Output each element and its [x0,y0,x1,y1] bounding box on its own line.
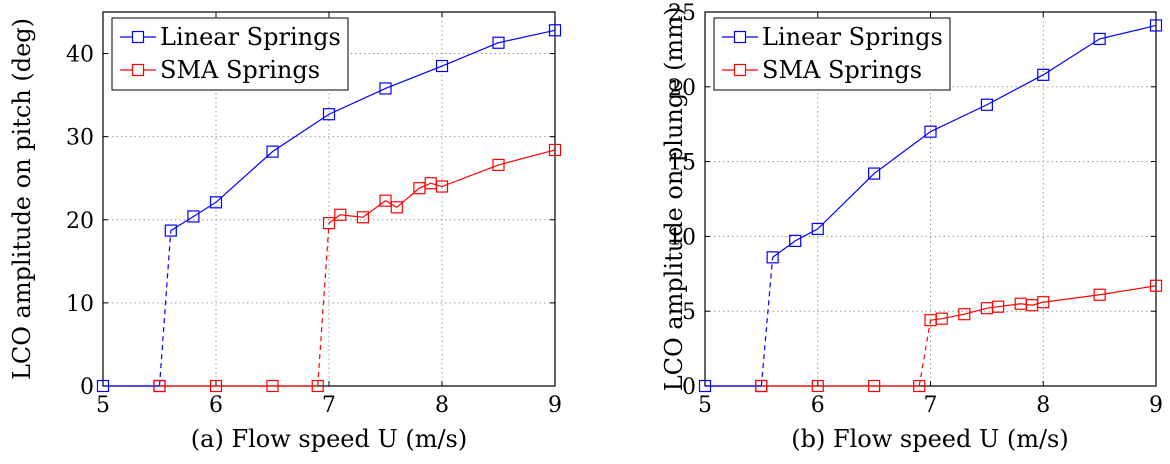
legend-marker [131,30,145,44]
data-point-marker [766,251,779,264]
data-point-marker [1037,296,1050,309]
data-point-marker [548,24,562,37]
y-tick-label: 30 [66,126,94,151]
data-point-marker [153,379,166,393]
x-tick-label: 7 [322,393,336,418]
data-point-marker [435,59,449,73]
data-point-marker [698,379,712,393]
data-point-marker [209,196,223,209]
data-point-marker [1037,68,1050,81]
data-point-marker [1149,279,1163,292]
x-tick-label: 8 [435,393,449,418]
data-point-marker [811,222,824,236]
legend-box [713,17,951,91]
legend: Linear Springs SMA Springs [713,17,951,91]
series-line-jump [317,223,330,387]
y-axis-label: LCO amplitude on pitch (deg) [8,18,36,380]
data-point-marker [334,208,347,221]
x-tick-label: 7 [924,393,938,418]
y-tick-label: 40 [66,43,94,68]
data-point-marker [492,36,505,49]
x-axis-label: (b) Flow speed U (m/s) [791,425,1069,453]
x-tick-label: 9 [548,393,562,418]
series-line-jump [158,230,172,387]
y-axis-label: LCO amplitude on plunge (mm) [660,7,688,392]
y-tick-label: 25 [668,1,696,26]
data-point-marker [1014,297,1027,310]
data-point-marker [924,314,937,327]
data-point-marker [913,379,926,393]
x-tick-label: 6 [811,393,825,418]
series-line-lco [930,285,1157,321]
data-point-marker [958,308,971,321]
legend-entry-label: SMA Springs [762,56,922,84]
data-point-marker [492,158,505,172]
x-tick-label: 5 [96,393,110,418]
y-tick-label: 15 [668,151,696,176]
series-line-lco [772,24,1157,258]
data-point-marker [187,210,200,223]
x-tick-label: 5 [698,393,712,418]
data-point-marker [1025,299,1039,312]
data-point-marker [811,379,824,393]
data-point-marker [992,300,1005,313]
legend-marker [131,63,145,77]
data-point-marker [322,217,336,230]
legend-entry-label: SMA Springs [160,56,320,84]
legend-entry-label: Linear Springs [762,23,943,51]
data-point-marker [96,379,110,393]
series-line-lco [170,29,556,232]
data-point-marker [789,234,802,247]
y-tick-label: 0 [80,375,94,400]
data-point-marker [322,108,336,121]
x-axis-label: (a) Flow speed U (m/s) [191,425,467,453]
data-point-marker [413,182,426,195]
data-point-marker [868,379,881,393]
data-point-marker [935,312,948,325]
data-point-marker [424,177,437,190]
legend-box [111,17,349,91]
data-point-marker [1093,288,1106,301]
x-tick-label: 9 [1149,393,1163,418]
legend-marker [733,63,747,77]
data-point-marker [311,379,324,393]
y-tick-label: 0 [682,375,696,400]
data-point-marker [356,211,369,224]
data-point-marker [390,201,403,214]
legend-marker [733,30,747,44]
data-point-marker [379,82,392,95]
data-point-marker [924,125,937,138]
y-tick-label: 5 [682,300,696,325]
series-line-jump [918,320,932,387]
data-point-marker [548,143,562,157]
legend-entry-label: Linear Springs [160,23,341,51]
y-tick-label: 10 [66,292,94,317]
data-point-marker [755,379,768,393]
data-point-marker [266,145,279,158]
chart-panel-pitch: 5 6 7 8 9 0 10 20 30 40 (a) Flow speed U (m/s) LCO … [8,11,562,453]
series-line-jump [760,257,774,387]
data-point-marker [980,302,993,315]
y-tick-label: 20 [668,76,696,101]
data-point-marker [379,194,392,207]
x-tick-label: 8 [1036,393,1050,418]
y-tick-label: 10 [668,225,696,250]
legend: Linear Springs SMA Springs [111,17,349,91]
data-point-marker [868,167,881,180]
data-point-marker [266,379,279,393]
data-point-marker [209,379,223,393]
data-point-marker [435,180,449,193]
series-line-lco [328,149,556,224]
y-tick-label: 20 [66,209,94,234]
data-point-marker [980,98,993,111]
x-tick-label: 6 [209,393,223,418]
data-point-marker [1093,32,1106,46]
data-point-marker [1149,19,1163,32]
data-point-marker [164,224,177,237]
